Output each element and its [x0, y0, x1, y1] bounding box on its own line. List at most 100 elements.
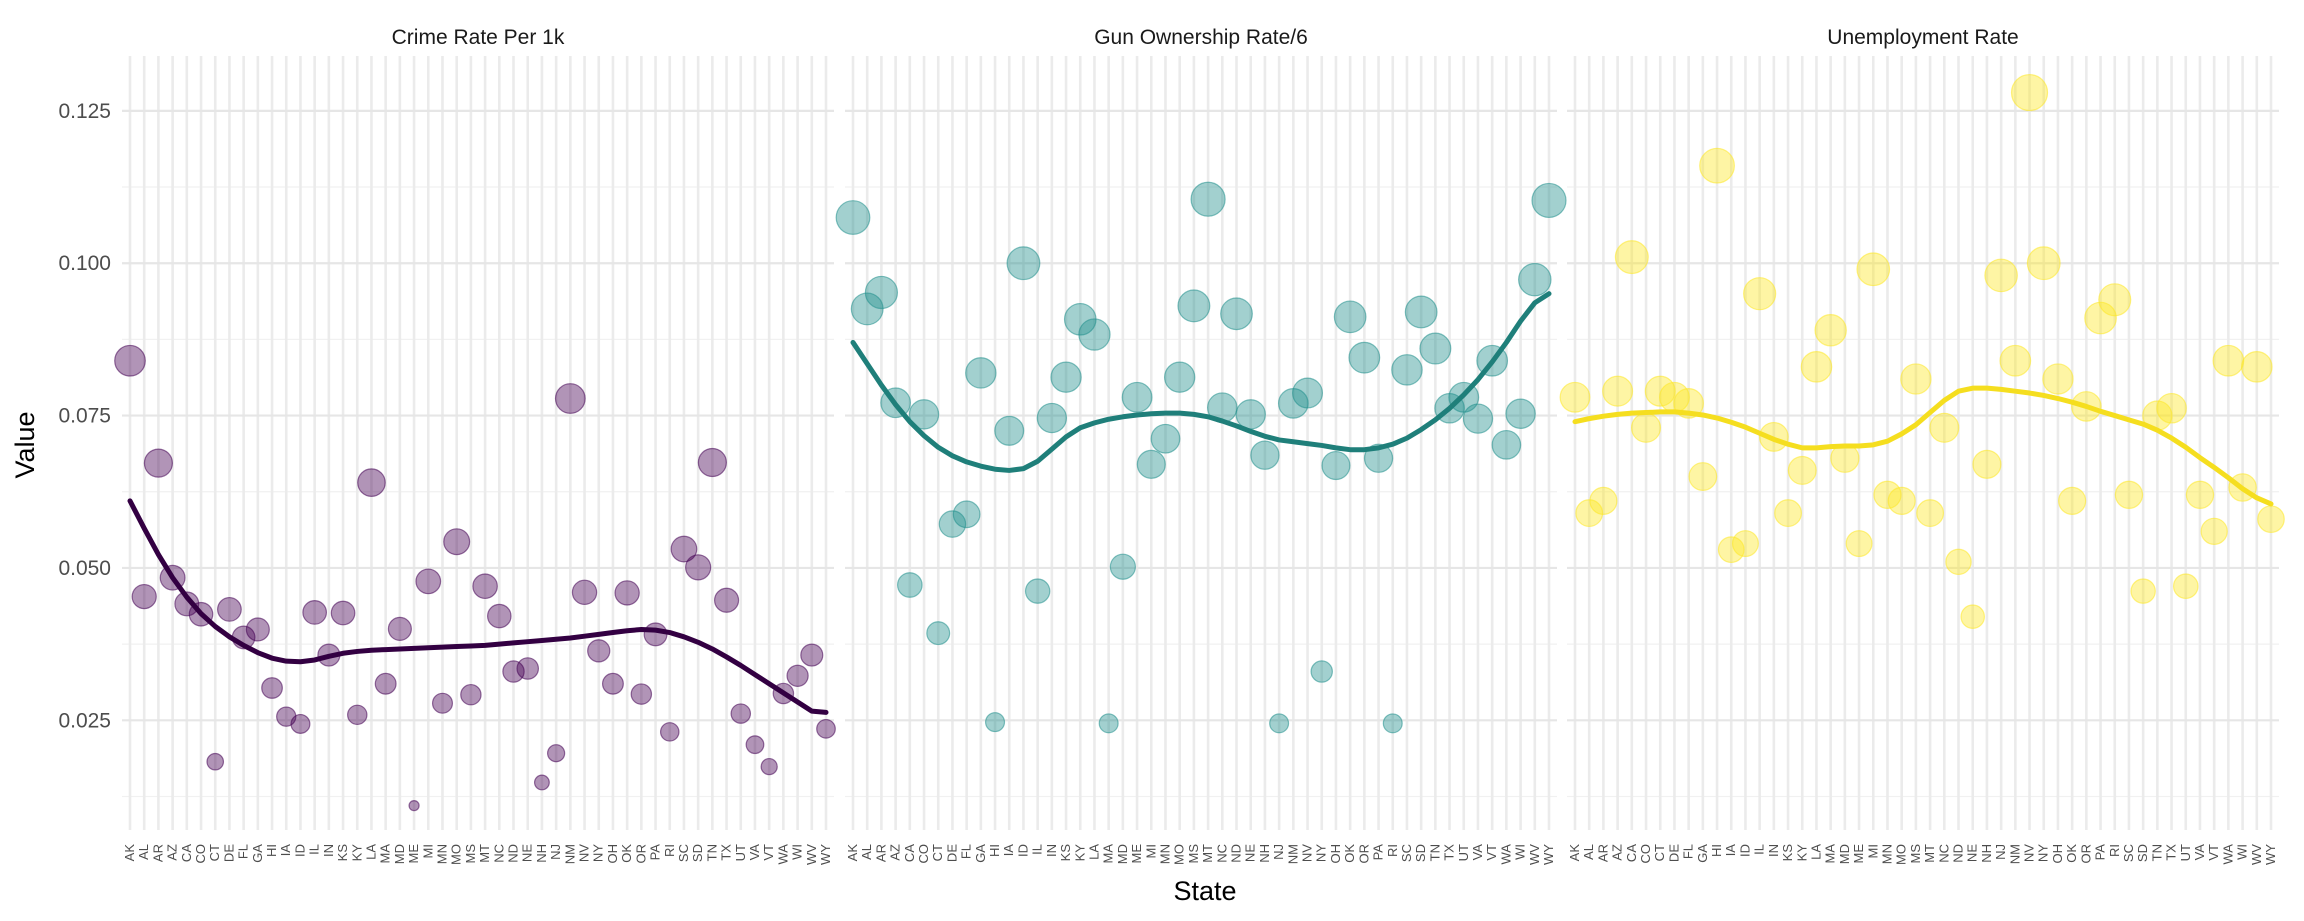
x-tick-label: ND	[1951, 844, 1966, 863]
x-tick-label: WV	[2249, 844, 2264, 865]
data-point	[1916, 499, 1945, 528]
data-point	[143, 448, 174, 478]
x-tick-label: MD	[1837, 844, 1852, 864]
x-tick-label: TX	[719, 844, 734, 861]
x-tick-label: VT	[2206, 844, 2221, 861]
x-tick-label: KY	[349, 844, 364, 862]
data-point	[408, 800, 420, 812]
x-tick-label: FL	[959, 844, 974, 859]
x-tick-label: VT	[761, 844, 776, 861]
x-tick-label: CA	[902, 844, 917, 862]
data-point	[1787, 455, 1817, 485]
data-point	[1602, 375, 1634, 407]
data-point	[800, 643, 824, 667]
data-point	[2212, 344, 2245, 377]
x-tick-label: NM	[1285, 844, 1300, 864]
data-point	[864, 275, 899, 310]
data-point	[965, 357, 997, 389]
x-tick-label: IN	[1044, 844, 1059, 857]
x-tick-label: KS	[1058, 844, 1073, 862]
data-point	[131, 583, 157, 610]
x-tick-label: MD	[1115, 844, 1130, 864]
x-tick-label: MO	[1894, 844, 1909, 865]
x-tick-label: AR	[150, 844, 165, 862]
data-point	[1559, 381, 1591, 413]
x-tick-label: NH	[1257, 844, 1272, 863]
data-point	[1024, 578, 1051, 604]
x-tick-label: CT	[1652, 844, 1667, 861]
data-point	[730, 703, 752, 724]
x-tick-label: MO	[449, 844, 464, 865]
data-point	[1945, 548, 1972, 576]
data-point	[2172, 573, 2199, 600]
data-point	[952, 500, 981, 529]
data-point	[443, 528, 471, 556]
data-point	[1814, 314, 1847, 347]
x-tick-label: MN	[1879, 844, 1894, 864]
data-point	[1391, 354, 1423, 386]
x-tick-label: AK	[122, 844, 137, 862]
x-tick-label: WI	[2235, 844, 2250, 860]
x-tick-label: NJ	[1271, 844, 1286, 860]
x-tick-label: KY	[1072, 844, 1087, 862]
x-tick-label: SC	[676, 844, 691, 862]
data-point	[984, 712, 1006, 733]
x-tick-label: AK	[1567, 844, 1582, 862]
data-point	[1220, 297, 1253, 331]
data-point	[659, 722, 680, 742]
x-tick-label: AK	[845, 844, 860, 862]
x-tick-label: AR	[873, 844, 888, 862]
data-point	[1929, 412, 1960, 443]
x-tick-label: WV	[804, 844, 819, 865]
data-point	[347, 704, 368, 726]
y-axis-title: Value	[10, 411, 40, 478]
x-tick-label: TX	[2164, 844, 2179, 861]
x-tick-label: DE	[944, 844, 959, 862]
x-tick-label: OH	[605, 844, 620, 864]
x-tick-label: ID	[1015, 844, 1030, 857]
smooth-line	[850, 291, 1552, 473]
data-point	[1845, 530, 1873, 558]
x-tick-label: UT	[2178, 844, 2193, 861]
y-tick-label: 0.050	[58, 557, 111, 580]
x-tick-label: OR	[2078, 844, 2093, 864]
x-tick-label: SC	[1399, 844, 1414, 862]
x-tick-label: IA	[1723, 844, 1738, 857]
data-point	[516, 657, 540, 680]
x-tick-label: OH	[2050, 844, 2065, 864]
data-point	[745, 735, 765, 755]
x-tick-label: KS	[335, 844, 350, 862]
data-point	[2130, 578, 2156, 604]
data-point	[1887, 486, 1916, 515]
data-point	[1630, 412, 1662, 443]
y-tick-label: 0.125	[58, 100, 111, 123]
data-point	[1150, 423, 1181, 454]
x-tick-label: PA	[1371, 844, 1386, 861]
x-tick-label: SD	[2135, 844, 2150, 862]
data-point	[1614, 240, 1649, 275]
x-tick-label: LA	[1808, 844, 1823, 860]
data-point	[1688, 462, 1718, 491]
y-axis: 0.025 0.050 0.075 0.100 0.125	[58, 100, 111, 732]
x-tick-label: NE	[1965, 844, 1980, 862]
data-point	[643, 622, 668, 647]
x-tick-label: CO	[1638, 844, 1653, 864]
data-point	[1036, 402, 1068, 434]
x-tick-label: MI	[1865, 844, 1880, 858]
x-tick-label: UT	[733, 844, 748, 861]
data-point	[1269, 713, 1290, 734]
x-tick-label: MD	[392, 844, 407, 864]
data-point	[1050, 361, 1082, 393]
x-tick-label: KS	[1780, 844, 1795, 862]
data-point	[245, 617, 270, 642]
data-point	[601, 672, 624, 695]
data-point	[1518, 262, 1552, 297]
data-point	[547, 744, 566, 763]
x-tick-label: SD	[1413, 844, 1428, 862]
data-point	[1006, 246, 1041, 281]
data-point	[2010, 73, 2049, 112]
x-tick-label: CT	[930, 844, 945, 861]
x-tick-label: MA	[378, 844, 393, 864]
panel-title: Crime Rate Per 1k	[392, 26, 565, 49]
